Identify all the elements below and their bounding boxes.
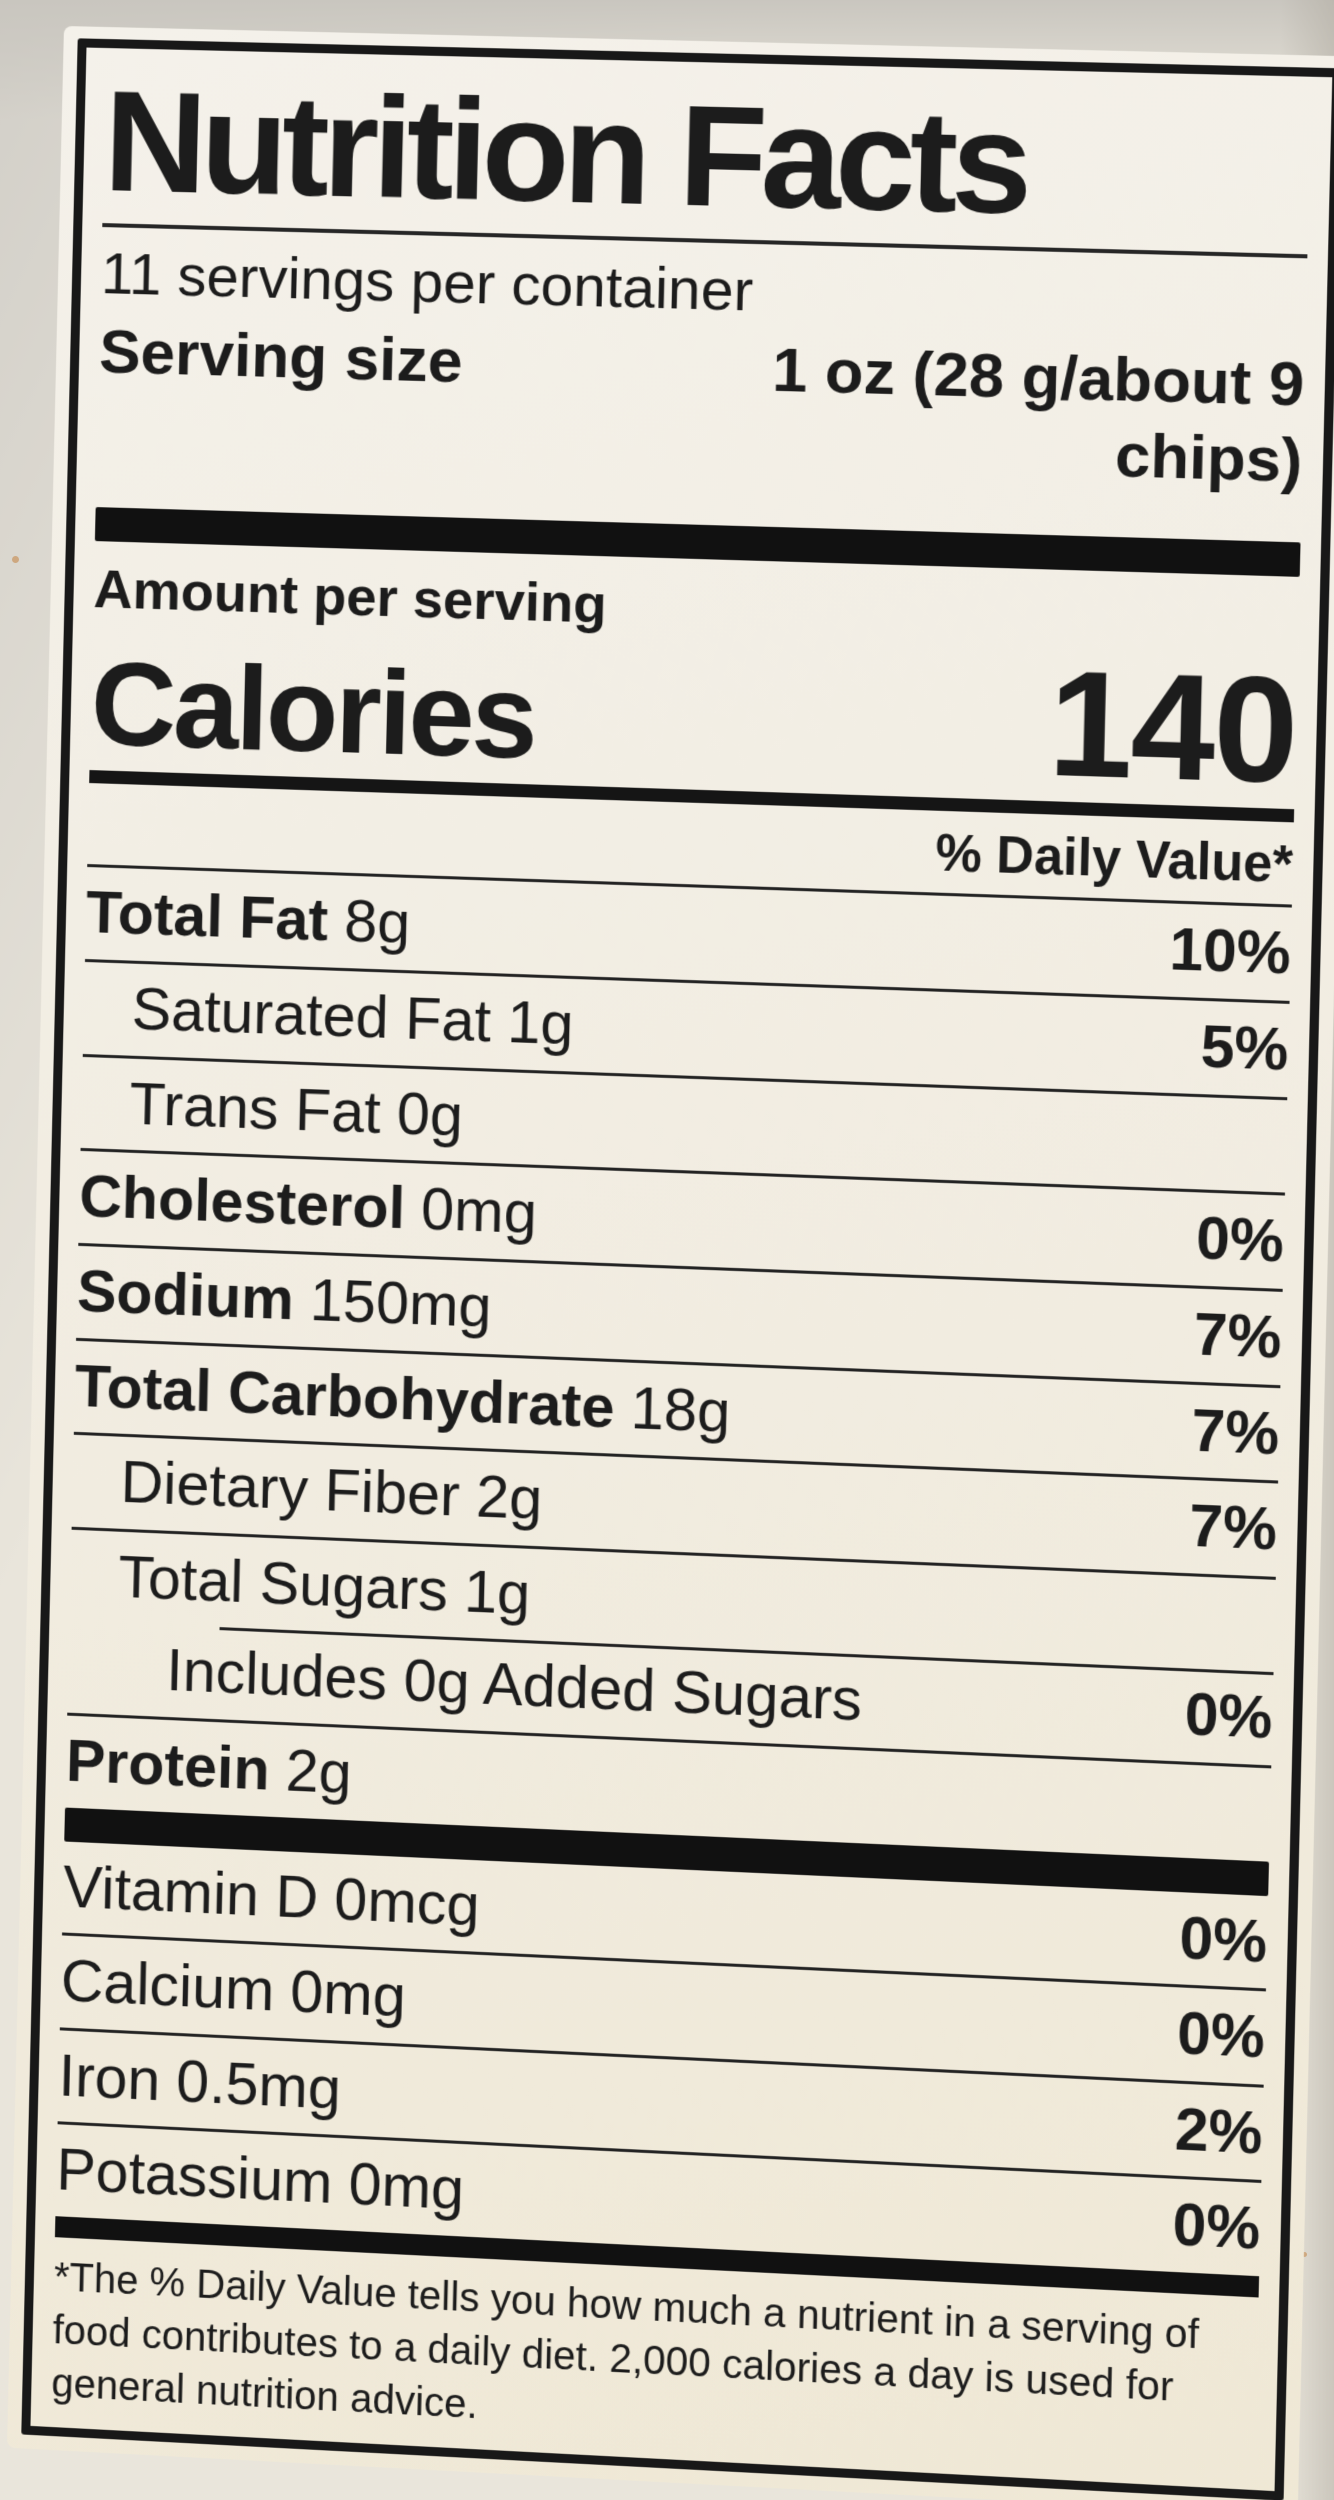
nutrient-left: Trans Fat 0g [81,1068,464,1152]
nutrient-left: Protein 2g [65,1727,352,1809]
label-frame: Nutrition Facts 11 servings per containe… [21,38,1334,2500]
nutrient-amount: 0mg [289,1958,407,2030]
nutrient-left: Calcium 0mg [60,1947,407,2033]
nutrient-name: Saturated Fat [131,975,492,1055]
nutrient-name: Total Fat [85,879,329,954]
calories-value: 140 [1046,640,1299,816]
nutrient-left: Cholesterol 0mg [79,1162,538,1249]
nutrient-name: Total Carbohydrate [74,1352,616,1441]
serving-size-row: Serving size 1 oz (28 g/about 9 chips) [97,314,1306,500]
nutrient-dv: 0% [1171,2191,1262,2263]
nutrient-name: Trans Fat [128,1070,382,1146]
nutrient-name: Sodium [76,1257,295,1333]
nutrient-amount: 2g [284,1737,353,1807]
nutrient-amount: 1g [506,988,575,1058]
nutrient-dv: 7% [1193,1300,1283,1371]
serving-size-value: 1 oz (28 g/about 9 chips) [771,335,1306,497]
nutrient-name: Cholesterol [78,1163,406,1242]
nutrient-amount [877,1667,879,1737]
nutrient-amount: 150mg [309,1266,493,1340]
nutrient-left: Potassium 0mg [56,2136,465,2226]
nutrient-amount: 1g [463,1557,531,1627]
nutrient-amount: 0g [396,1080,464,1149]
nutrient-name: Total Sugars [117,1543,449,1624]
calories-label: Calories [89,637,537,785]
nutrient-dv: 7% [1188,1492,1278,1563]
nutrient-left: Saturated Fat 1g [83,973,574,1060]
nutrient-amount: 0mcg [333,1865,481,1939]
nutrient-amount: 0.5mg [175,2047,342,2122]
vitamin-rows: Vitamin D 0mcg 0% Calcium 0mg 0% Iron 0.5mg 2% Po… [55,1841,1268,2277]
nutrient-dv: 0% [1184,1680,1274,1752]
nutrition-facts-label: Nutrition Facts 11 servings per containe… [6,26,1334,2500]
nutrient-left: Vitamin D 0mcg [62,1852,480,1941]
nutrient-left: Total Sugars 1g [70,1540,531,1629]
nutrient-dv: 0% [1176,1999,1266,2071]
bag-speck [1302,2252,1307,2257]
nutrient-name: Potassium [55,2136,334,2217]
nutrient-dv: 10% [1168,916,1292,988]
nutrient-name: Includes 0g Added Sugars [165,1637,863,1734]
nutrient-left: Iron 0.5mg [58,2041,342,2124]
nutrient-name: Vitamin D [62,1853,320,1931]
nutrient-amount: 8g [343,888,412,957]
nutrient-dv: 2% [1174,2095,1264,2167]
nutrient-amount: 0mg [347,2150,465,2223]
nutrient-left: Sodium 150mg [76,1257,492,1343]
nutrient-rows: Total Fat 8g 10% Saturated Fat 1g 5% Trans Fat… [65,864,1292,1862]
nutrient-dv: 7% [1190,1396,1281,1467]
nutrient-amount: 18g [629,1374,732,1445]
label-title: Nutrition Facts [102,62,1029,245]
nutrient-name: Dietary Fiber [119,1448,461,1529]
nutrient-left: Dietary Fiber 2g [72,1446,543,1535]
nutrient-name: Protein [65,1727,271,1803]
nutrient-left: Total Fat 8g [85,878,411,959]
nutrient-amount: 0mg [420,1175,538,1247]
nutrient-left: Total Carbohydrate 18g [74,1351,731,1447]
bag-speck [12,556,19,563]
nutrient-dv: 0% [1178,1903,1268,1975]
nutrient-name: Iron [57,2042,162,2114]
nutrient-dv: 0% [1195,1204,1285,1275]
nutrient-dv: 5% [1199,1013,1290,1084]
nutrient-amount: 2g [475,1463,544,1533]
serving-size-label: Serving size [98,316,464,397]
nutrient-name: Calcium [60,1947,276,2024]
